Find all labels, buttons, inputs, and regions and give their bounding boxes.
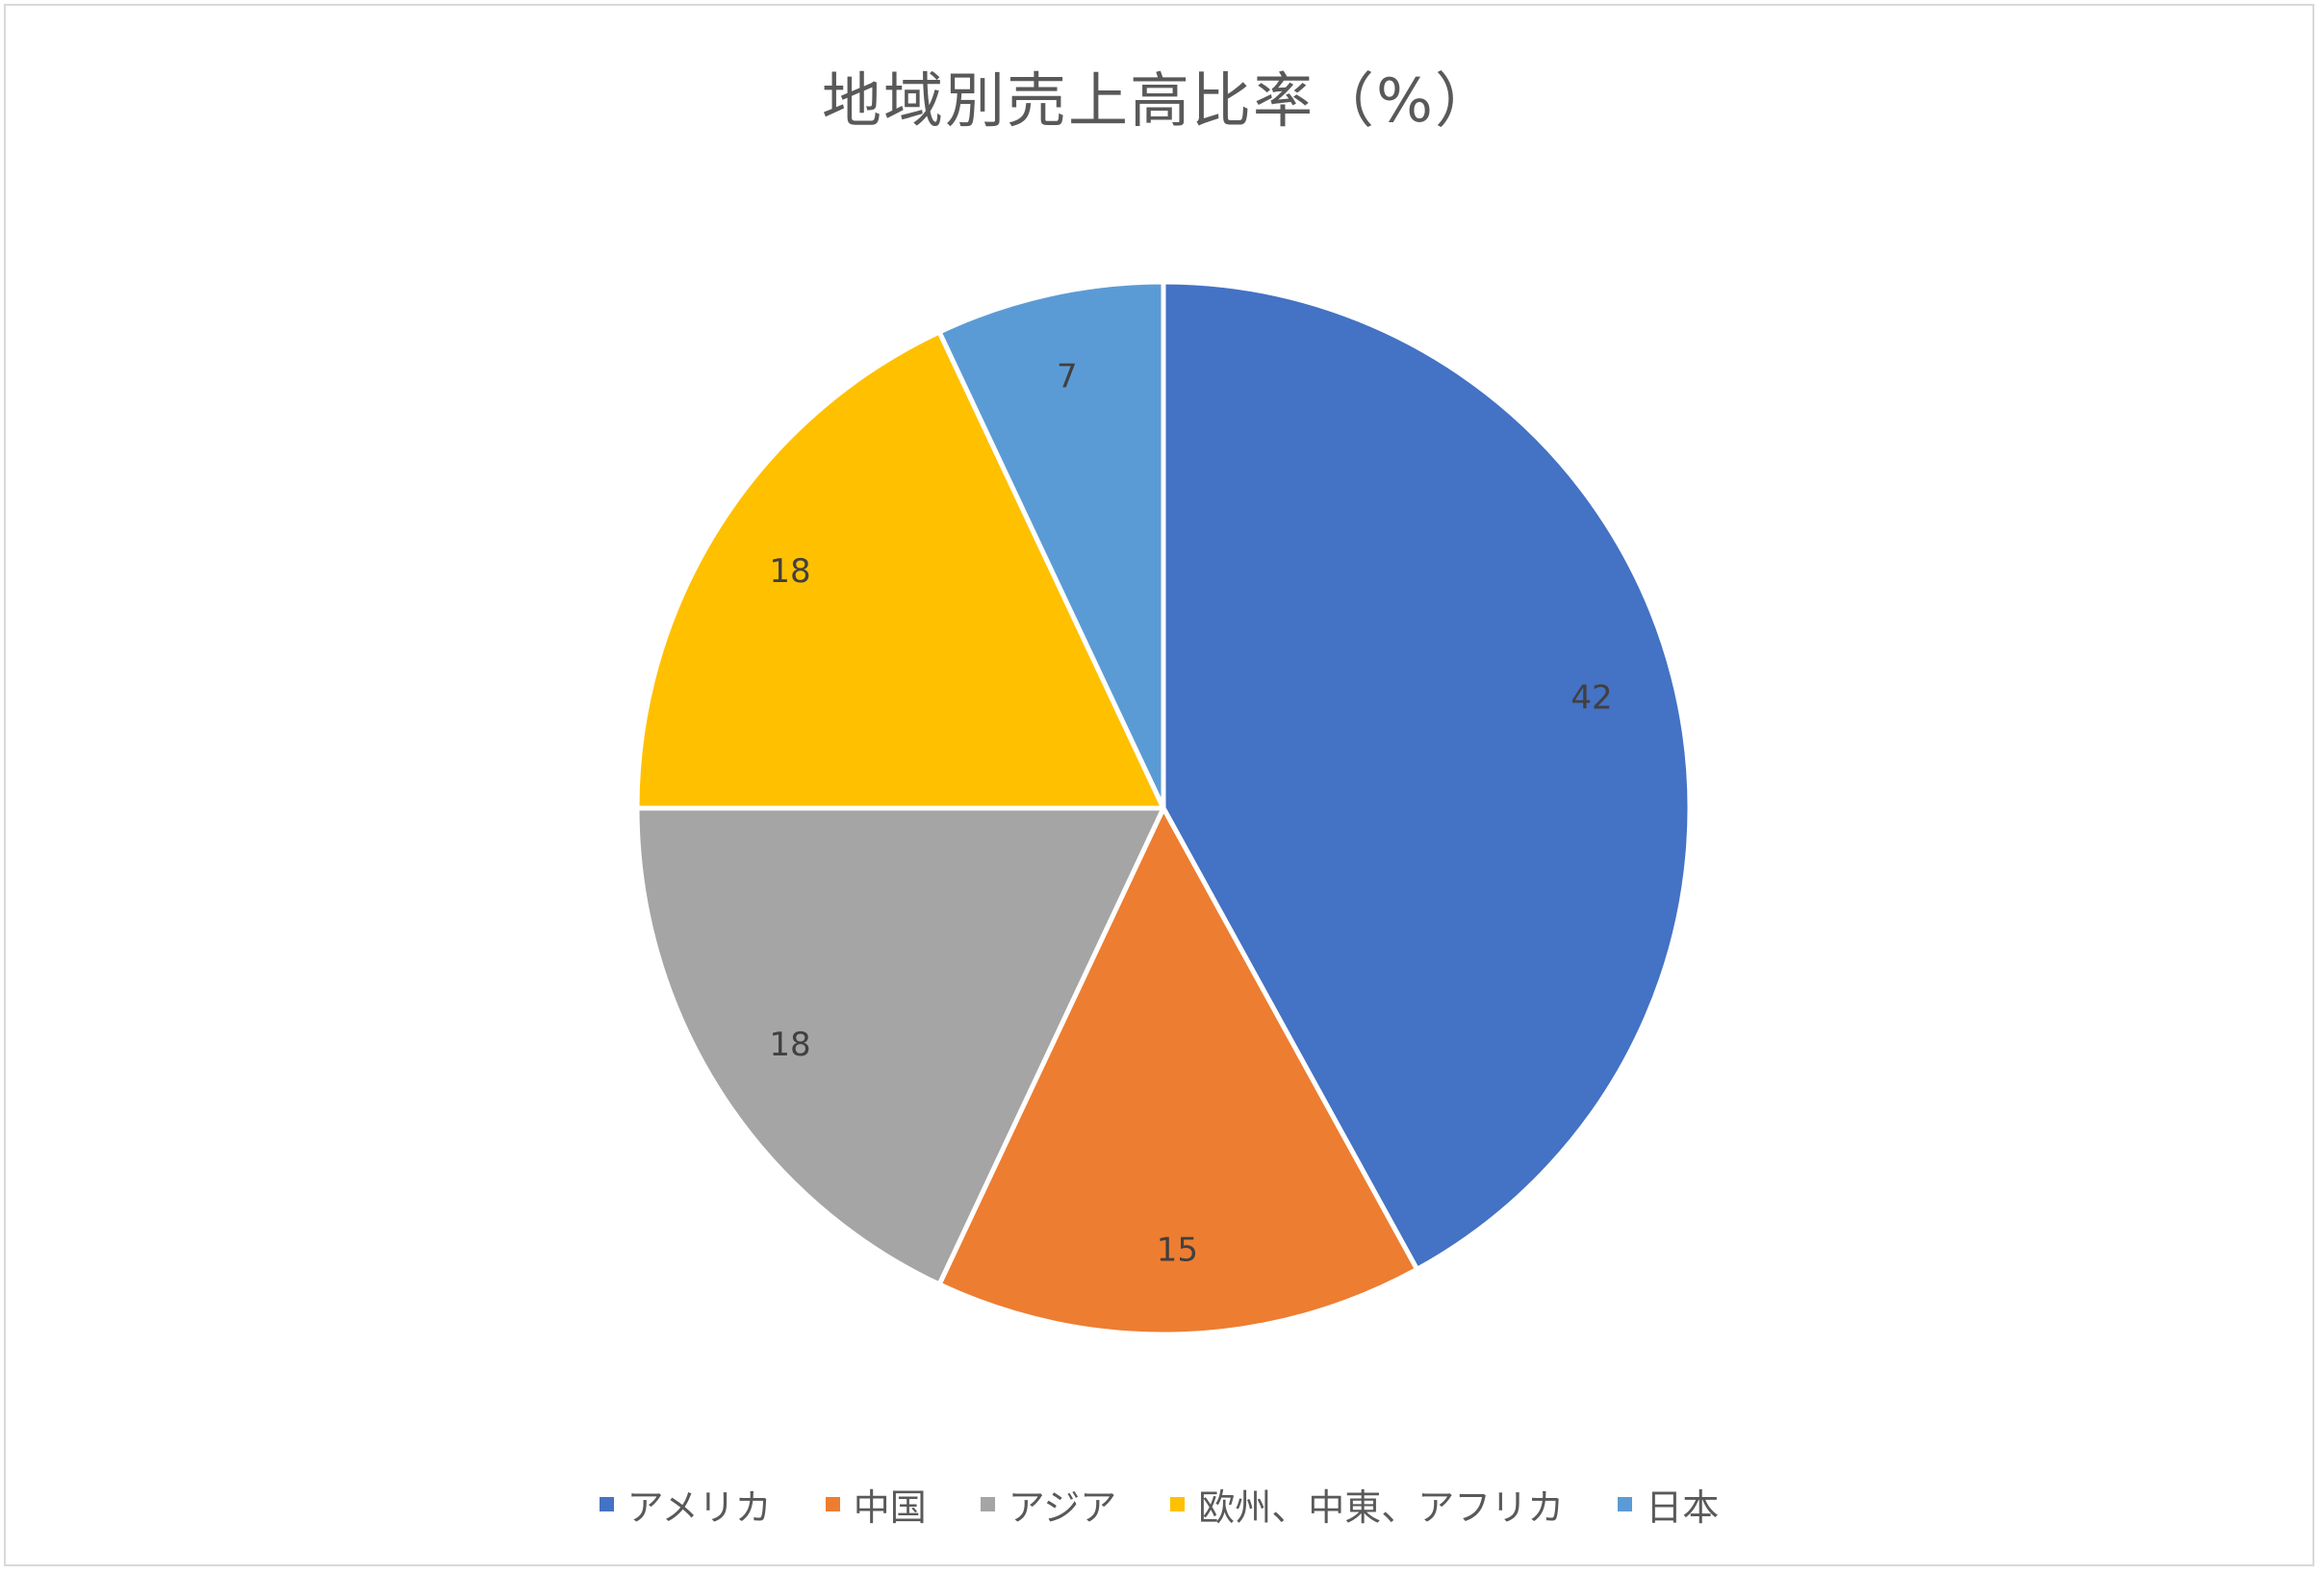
data-label-2: 15	[1157, 1231, 1198, 1269]
data-label-5: 7	[1057, 358, 1078, 396]
legend-label: 日本	[1646, 1486, 1720, 1529]
legend-label: 欧州、中東、アフリカ	[1198, 1486, 1565, 1529]
pie-slice-2	[936, 805, 1420, 1337]
legend: アメリカ 中国 アジア 欧州、中東、アフリカ 日本	[6, 1478, 2312, 1531]
data-label-4: 18	[769, 552, 810, 591]
chart-area: 地域別売上高比率（%） 42 15 18 18 7 アメリカ 中国 アジア 欧州、中東、アフリ…	[4, 4, 2314, 1566]
legend-item-5: 日本	[1618, 1478, 1719, 1531]
legend-swatch	[980, 1497, 995, 1511]
legend-item-3: アジア	[980, 1478, 1117, 1531]
pie-slice-1	[1161, 279, 1693, 1272]
legend-swatch	[1618, 1497, 1633, 1511]
chart-title: 地域別売上高比率（%）	[822, 65, 1496, 136]
legend-swatch	[599, 1497, 614, 1511]
pie-slice-3	[634, 805, 1166, 1287]
legend-swatch	[825, 1497, 840, 1511]
data-labels: 42 15 18 18 7	[769, 358, 1612, 1270]
legend-label: アジア	[1008, 1486, 1117, 1529]
legend-item-4: 欧州、中東、アフリカ	[1170, 1478, 1564, 1531]
data-label-3: 18	[769, 1026, 810, 1064]
legend-swatch	[1170, 1497, 1186, 1511]
legend-item-2: 中国	[825, 1478, 927, 1531]
legend-label: アメリカ	[626, 1486, 772, 1529]
pie-slice-5	[936, 279, 1166, 811]
legend-label: 中国	[853, 1486, 927, 1529]
data-label-1: 42	[1571, 679, 1612, 718]
pie-slice-4	[634, 329, 1166, 811]
legend-item-1: アメリカ	[599, 1478, 772, 1531]
pie-chart: 42 15 18 18 7	[634, 279, 1693, 1337]
